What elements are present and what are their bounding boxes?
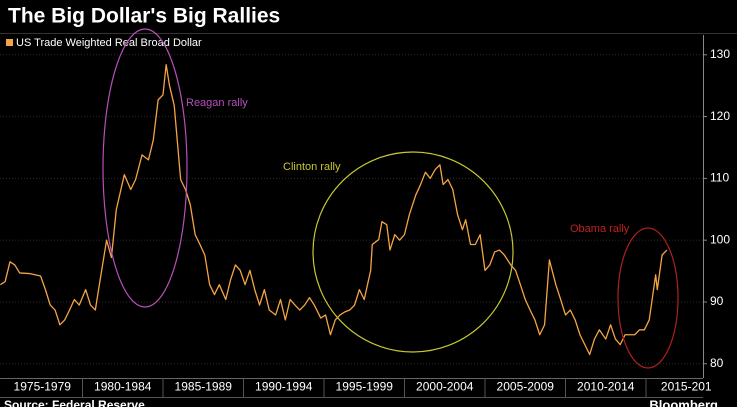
legend-label: US Trade Weighted Real Broad Dollar: [16, 37, 202, 49]
y-tick-label: 80: [710, 356, 724, 370]
brand: Bloomberg: [649, 397, 718, 407]
y-tick-label: 100: [710, 232, 730, 246]
x-tick-label: 1995-1999: [336, 380, 394, 394]
x-tick-label: 2015-201: [661, 380, 712, 394]
y-tick-label: 110: [710, 171, 729, 185]
annotation: Clinton rally: [283, 161, 341, 173]
reagan-ellipse: [102, 28, 188, 308]
data-line: [0, 64, 668, 356]
y-tick-label: 130: [710, 47, 730, 61]
annotation: Reagan rally: [186, 97, 248, 109]
annotation: Obama rally: [570, 223, 630, 235]
y-tick-label: 120: [710, 109, 730, 123]
title-bar: [0, 0, 737, 33]
x-tick-label: 1975-1979: [14, 380, 72, 394]
x-tick-label: 1990-1994: [255, 380, 313, 394]
x-tick-label: 2010-2014: [577, 380, 635, 394]
y-tick-label: 90: [710, 294, 724, 308]
x-tick-label: 1985-1989: [175, 380, 233, 394]
clinton-circle: [312, 151, 514, 353]
legend-swatch: [6, 39, 13, 46]
plot-area: 80 90 100 110 120 130 1975-1979 1980-1984 1985-1…: [0, 35, 730, 398]
obama-ellipse: [617, 227, 679, 369]
x-tick-label: 2000-2004: [416, 380, 474, 394]
x-tick-label: 1980-1984: [94, 380, 152, 394]
chart-title: The Big Dollar's Big Rallies: [8, 5, 280, 28]
source: Source: Federal Reserve: [4, 398, 145, 407]
category-strip: [0, 378, 703, 397]
x-tick-label: 2005-2009: [497, 380, 555, 394]
